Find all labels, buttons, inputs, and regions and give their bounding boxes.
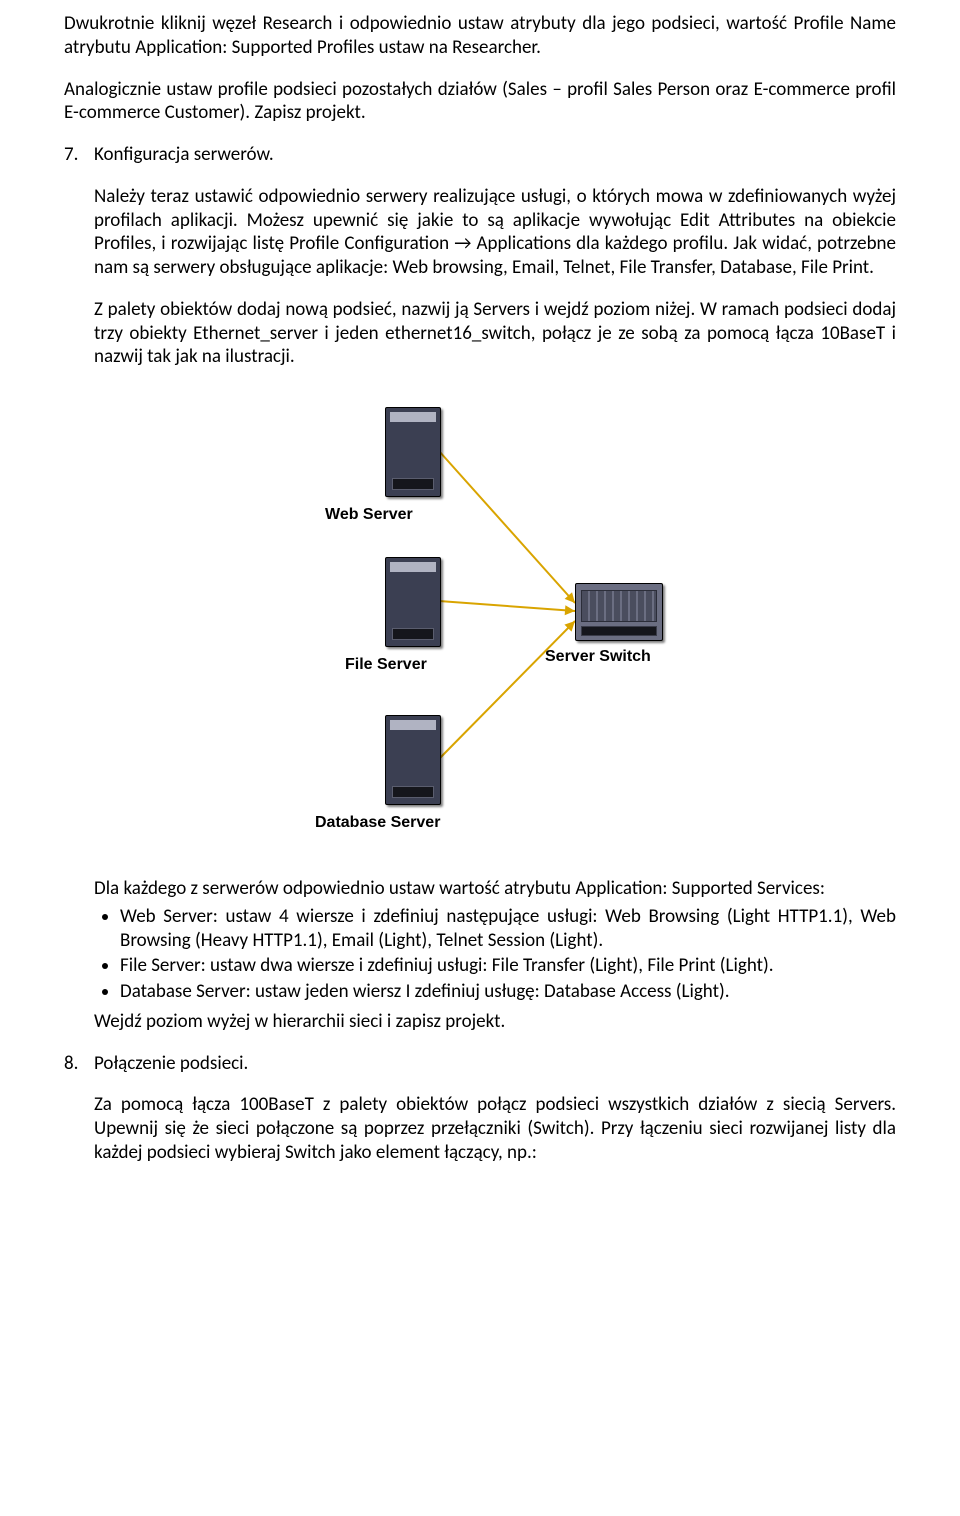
paragraph: Wejdź poziom wyżej w hierarchii sieci i …	[94, 1010, 896, 1034]
list-item: Web Server: ustaw 4 wiersze i zdefiniuj …	[120, 905, 896, 953]
step-7-heading: 7. Konfiguracja serwerów.	[64, 143, 896, 167]
web-server-label: Web Server	[325, 505, 413, 525]
step-title: Konfiguracja serwerów.	[94, 143, 896, 167]
paragraph: Za pomocą łącza 100BaseT z palety obiekt…	[94, 1093, 896, 1164]
paragraph: Analogicznie ustaw profile podsieci pozo…	[64, 78, 896, 126]
edge-db-switch	[439, 621, 575, 759]
edge-web-switch	[439, 451, 575, 603]
step-number: 7.	[64, 143, 94, 167]
server-switch-node	[575, 583, 663, 641]
paragraph: Dwukrotnie kliknij węzeł Research i odpo…	[64, 12, 896, 60]
step-title: Połączenie podsieci.	[94, 1052, 896, 1076]
document-page: Dwukrotnie kliknij węzeł Research i odpo…	[0, 0, 960, 1516]
database-server-node	[385, 715, 441, 805]
paragraph: Należy teraz ustawić odpowiednio serwery…	[94, 185, 896, 280]
paragraph: Dla każdego z serwerów odpowiednio ustaw…	[94, 877, 896, 901]
step-8-heading: 8. Połączenie podsieci.	[64, 1052, 896, 1076]
edge-file-switch	[439, 601, 575, 611]
file-server-label: File Server	[345, 655, 427, 675]
arrowhead	[565, 605, 575, 615]
step-number: 8.	[64, 1052, 94, 1076]
list-item: Database Server: ustaw jeden wiersz I zd…	[120, 980, 896, 1004]
web-server-node	[385, 407, 441, 497]
paragraph: Z palety obiektów dodaj nową podsieć, na…	[94, 298, 896, 369]
database-server-label: Database Server	[315, 813, 440, 833]
file-server-node	[385, 557, 441, 647]
services-bullet-list: Web Server: ustaw 4 wiersze i zdefiniuj …	[64, 905, 896, 1004]
server-switch-label: Server Switch	[545, 647, 651, 667]
network-diagram: Web Server File Server Database Server S…	[245, 387, 715, 847]
list-item: File Server: ustaw dwa wiersze i zdefini…	[120, 954, 896, 978]
